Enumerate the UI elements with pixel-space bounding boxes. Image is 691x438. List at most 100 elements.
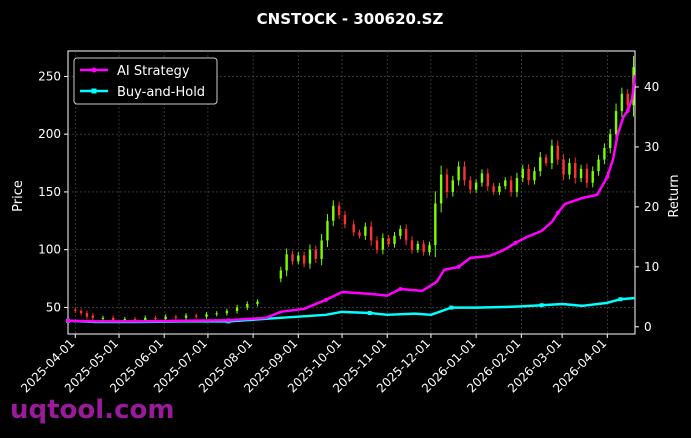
candle-body bbox=[256, 301, 259, 304]
candle-body bbox=[614, 111, 618, 135]
candle-body bbox=[556, 145, 559, 160]
y-right-tick-label: 10 bbox=[644, 260, 659, 274]
candle-body bbox=[486, 173, 489, 187]
chart-title: CNSTOCK - 300620.SZ bbox=[257, 10, 444, 28]
y-right-tick-label: 20 bbox=[644, 200, 659, 214]
candle-body bbox=[133, 318, 137, 321]
buy-and-hold-marker bbox=[618, 297, 623, 302]
candle-body bbox=[498, 186, 501, 192]
candle-body bbox=[550, 145, 554, 164]
candle-body bbox=[434, 203, 437, 246]
candle-body bbox=[439, 174, 443, 204]
legend-ai-label: AI Strategy bbox=[117, 64, 190, 79]
candle-body bbox=[533, 171, 536, 181]
ai-strategy-marker bbox=[226, 318, 231, 323]
candle-body bbox=[337, 205, 341, 216]
legend: AI Strategy Buy-and-Hold bbox=[73, 57, 218, 105]
candle-body bbox=[111, 317, 115, 321]
candle-body bbox=[285, 254, 288, 271]
ai-strategy-marker bbox=[398, 287, 403, 292]
y-left-tick-label: 100 bbox=[38, 243, 61, 257]
candle-body bbox=[279, 270, 283, 279]
y-left-tick-label: 50 bbox=[46, 300, 61, 314]
candle-body bbox=[308, 249, 312, 264]
candle-body bbox=[515, 178, 519, 192]
candle-body bbox=[404, 228, 408, 241]
ai-strategy-marker bbox=[66, 318, 70, 323]
buy-and-hold-marker bbox=[367, 311, 372, 316]
y-axis-label-right: Return bbox=[667, 174, 682, 217]
candle-body bbox=[343, 215, 347, 225]
candle-body bbox=[393, 235, 396, 244]
ai-strategy-marker bbox=[323, 297, 328, 302]
candle-body bbox=[603, 148, 606, 160]
candle-body bbox=[539, 157, 542, 172]
candle-body bbox=[480, 173, 484, 183]
buy-and-hold-marker bbox=[449, 305, 454, 310]
candle-body bbox=[246, 303, 249, 308]
candle-body bbox=[451, 180, 455, 192]
candle-body bbox=[369, 226, 373, 241]
candle-body bbox=[225, 310, 229, 314]
candle-body bbox=[195, 315, 198, 317]
candle-body bbox=[609, 134, 612, 149]
candle-body bbox=[387, 238, 390, 244]
candle-body bbox=[164, 316, 167, 319]
candle-body bbox=[579, 168, 583, 179]
legend-box bbox=[73, 57, 218, 105]
ai-strategy-marker bbox=[555, 210, 560, 215]
candle-body bbox=[626, 93, 629, 106]
candle-body bbox=[422, 243, 425, 252]
legend-bh-label: Buy-and-Hold bbox=[117, 85, 205, 100]
candle-body bbox=[320, 240, 323, 259]
y-axis-label-left: Price bbox=[11, 180, 26, 212]
ai-strategy-marker bbox=[605, 174, 610, 179]
candle-body bbox=[332, 205, 335, 221]
candle-body bbox=[297, 255, 300, 262]
y-right-tick-label: 30 bbox=[644, 140, 659, 154]
candle-body bbox=[91, 315, 94, 318]
legend-bh-marker bbox=[91, 88, 97, 94]
buy-and-hold-marker bbox=[539, 303, 544, 308]
candle-body bbox=[509, 180, 513, 192]
candle-body bbox=[474, 182, 478, 190]
y-left-tick-label: 200 bbox=[38, 127, 61, 141]
candle-body bbox=[101, 317, 105, 319]
candle-body bbox=[326, 220, 329, 241]
candle-body bbox=[79, 310, 83, 314]
price-candles bbox=[74, 55, 635, 323]
candle-body bbox=[291, 254, 294, 262]
candle-body bbox=[591, 171, 594, 183]
candle-body bbox=[215, 313, 218, 315]
candle-body bbox=[492, 186, 495, 192]
candle-body bbox=[416, 243, 420, 250]
y-right-tick-label: 40 bbox=[644, 80, 659, 94]
candle-body bbox=[364, 226, 367, 236]
candle-body bbox=[457, 166, 460, 181]
candle-body bbox=[445, 174, 449, 192]
candle-body bbox=[302, 255, 306, 264]
ai-strategy-line bbox=[67, 74, 637, 323]
grid-lines bbox=[68, 51, 635, 334]
candle-body bbox=[352, 224, 355, 233]
y-left-tick-label: 250 bbox=[38, 69, 61, 83]
candle-body bbox=[568, 163, 571, 175]
candle-body bbox=[527, 168, 530, 181]
candle-body bbox=[399, 228, 402, 236]
candle-body bbox=[381, 238, 385, 250]
candle-body bbox=[463, 166, 466, 181]
y-left-tick-label: 150 bbox=[38, 185, 61, 199]
ai-strategy-series bbox=[66, 74, 637, 323]
candle-body bbox=[521, 168, 524, 179]
candle-body bbox=[544, 157, 548, 164]
ai-strategy-marker bbox=[625, 108, 630, 113]
candle-body bbox=[174, 316, 178, 318]
candle-body bbox=[428, 245, 431, 252]
candle-body bbox=[562, 159, 565, 175]
candle-body bbox=[504, 180, 507, 187]
candle-body bbox=[123, 318, 127, 321]
candle-body bbox=[235, 307, 239, 311]
candle-body bbox=[620, 93, 624, 112]
candle-body bbox=[85, 313, 89, 317]
